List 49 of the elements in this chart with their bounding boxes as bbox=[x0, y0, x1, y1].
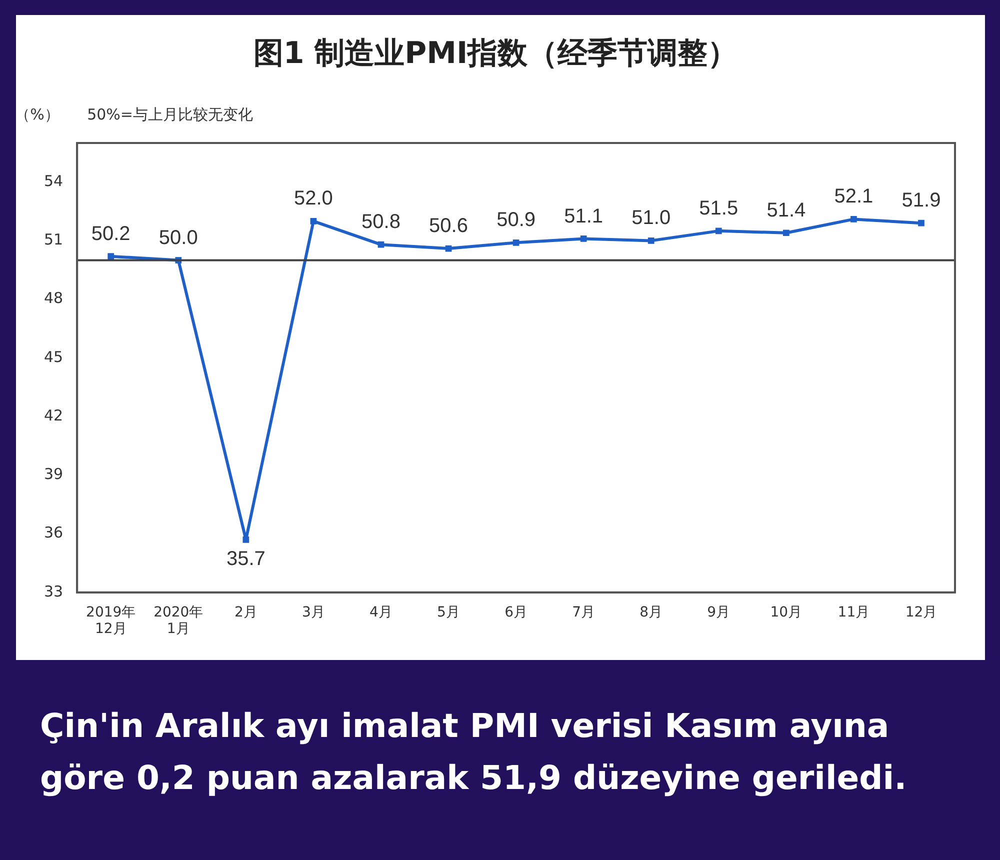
data-label: 51.4 bbox=[766, 199, 806, 222]
data-label: 51.1 bbox=[564, 205, 604, 228]
text: 50%=与上月比较无变化 bbox=[87, 105, 254, 124]
point bbox=[580, 236, 587, 242]
data-label: 51.9 bbox=[902, 190, 941, 212]
chart-title: 图1 制造业PMI指数（经季节调整） bbox=[253, 36, 738, 71]
x-tick-label: 2019年 12月 bbox=[86, 604, 136, 638]
y-tick-label: 33 bbox=[44, 582, 64, 600]
point bbox=[512, 239, 520, 246]
data-label: 50.8 bbox=[362, 211, 400, 234]
x-tick-label: 9月 bbox=[707, 604, 730, 620]
y-tick-label: 48 bbox=[44, 289, 64, 308]
data-label: 52.0 bbox=[294, 188, 333, 210]
data-label: 50.6 bbox=[429, 215, 468, 238]
data-label: 35.7 bbox=[226, 548, 266, 570]
y-axis-title: （%） bbox=[15, 105, 60, 124]
data-label: 51.0 bbox=[632, 207, 671, 230]
x-tick-label: 2月 bbox=[234, 604, 258, 620]
point bbox=[242, 536, 250, 543]
x-tick-label: 2020年 1月 bbox=[154, 604, 204, 638]
point bbox=[648, 238, 654, 244]
point bbox=[108, 253, 114, 260]
point bbox=[378, 241, 384, 248]
y-tick-label: 42 bbox=[44, 406, 64, 424]
data-label: 52.1 bbox=[834, 186, 874, 208]
x-tick-label: 3月 bbox=[302, 604, 325, 620]
data-label: 50.9 bbox=[496, 209, 536, 232]
y-tick-label: 51 bbox=[44, 230, 64, 249]
data-label: 50.0 bbox=[158, 226, 198, 249]
x-tick-label: 11月 bbox=[838, 604, 870, 620]
x-tick-label: 7月 bbox=[572, 604, 596, 620]
y-tick-label: 39 bbox=[44, 465, 64, 484]
x-tick-label: 4月 bbox=[370, 604, 392, 620]
x-tick-label: 8月 bbox=[640, 604, 663, 620]
point bbox=[310, 218, 317, 224]
y-tick-label: 45 bbox=[44, 348, 64, 366]
x-tick-label: 5月 bbox=[437, 604, 460, 620]
point bbox=[850, 216, 857, 222]
point bbox=[782, 230, 790, 236]
data-label: 51.5 bbox=[699, 197, 738, 220]
y-tick-label: 54 bbox=[44, 172, 64, 190]
y-tick-label: 36 bbox=[44, 524, 64, 542]
x-tick-label: 6月 bbox=[504, 604, 528, 620]
text: Çin'in Aralık ayı imalat PMI verisi Kasım ayına göre 0,2 puan azalarak 51,9 düzeyine geriledi. bbox=[40, 705, 908, 799]
point bbox=[918, 220, 924, 226]
x-tick-label: 10月 bbox=[770, 604, 802, 620]
point bbox=[715, 228, 722, 234]
data-label: 50.2 bbox=[91, 222, 130, 245]
x-tick-label: 12月 bbox=[905, 604, 938, 620]
